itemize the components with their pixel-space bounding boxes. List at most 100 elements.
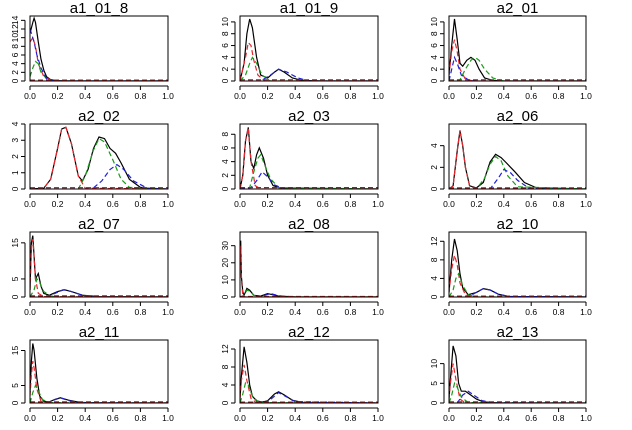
x-tick-label: 0.0	[24, 413, 36, 423]
y-tick-label: 6	[10, 52, 20, 57]
y-tick-label: 6	[220, 145, 230, 150]
x-tick-label: 0.0	[24, 307, 36, 317]
series-group	[30, 235, 168, 297]
y-tick-label: 0	[10, 78, 20, 83]
x-tick-label: 0.0	[443, 307, 455, 317]
density-line-3	[30, 384, 168, 403]
y-tick-label: 20	[220, 258, 230, 268]
panel-title: a2_02	[78, 108, 120, 125]
x-tick-label: 0.8	[553, 199, 565, 209]
density-line-1	[240, 240, 378, 297]
x-tick-label: 0.4	[79, 199, 91, 209]
series-group	[449, 18, 586, 81]
density-line-4	[30, 163, 168, 189]
series-group	[449, 130, 586, 189]
x-tick-label: 1.0	[372, 413, 384, 423]
density-line-1	[240, 346, 378, 403]
x-tick-label: 0.6	[107, 307, 119, 317]
y-tick-label: 2	[10, 70, 20, 75]
x-tick-label: 0.8	[553, 413, 565, 423]
density-line-2	[449, 255, 586, 297]
density-line-3	[30, 137, 168, 189]
y-tick-label: 10	[10, 33, 20, 43]
x-tick-label: 0.2	[52, 307, 64, 317]
y-tick-label: 6	[220, 43, 230, 48]
y-tick-label: 15	[10, 238, 20, 248]
x-tick-label: 0.2	[52, 91, 64, 101]
x-tick-label: 0.8	[344, 91, 356, 101]
density-line-1	[240, 127, 378, 189]
x-tick-label: 0.2	[262, 307, 274, 317]
density-line-2	[240, 41, 378, 81]
y-tick-label: 10	[220, 17, 230, 27]
y-tick-label: 0	[220, 400, 230, 405]
x-tick-label: 1.0	[580, 413, 592, 423]
density-line-1	[449, 130, 586, 189]
density-line-3	[240, 56, 378, 81]
density-line-2	[30, 360, 168, 403]
x-tick-label: 0.2	[262, 413, 274, 423]
density-line-4	[240, 391, 378, 403]
y-tick-label: 0	[10, 186, 20, 191]
y-tick-label: 12	[220, 344, 230, 354]
plot-frame	[29, 123, 169, 190]
series-group	[240, 346, 378, 403]
x-tick-label: 0.4	[498, 91, 510, 101]
y-tick-label: 5	[10, 383, 20, 388]
plot-frame	[239, 123, 379, 190]
x-tick-label: 0.0	[234, 307, 246, 317]
y-tick-label: 0	[10, 294, 20, 299]
panel-title: a2_07	[78, 216, 120, 233]
x-tick-label: 0.8	[344, 199, 356, 209]
density-line-2	[240, 245, 378, 297]
density-line-3	[30, 60, 168, 81]
density-line-1	[30, 16, 168, 81]
x-tick-label: 1.0	[372, 91, 384, 101]
y-tick-label: 6	[429, 43, 439, 48]
density-line-3	[240, 381, 378, 403]
x-tick-label: 0.8	[344, 307, 356, 317]
x-tick-label: 1.0	[372, 307, 384, 317]
panel-title: a2_12	[288, 324, 330, 341]
x-tick-label: 0.8	[134, 199, 146, 209]
y-tick-label: 3	[10, 138, 20, 143]
panel-title: a2_01	[497, 0, 539, 17]
x-tick-label: 0.6	[317, 91, 329, 101]
x-tick-label: 0.4	[289, 307, 301, 317]
density-line-3	[240, 289, 378, 297]
x-tick-label: 0.2	[262, 91, 274, 101]
x-tick-label: 1.0	[372, 199, 384, 209]
panel-title: a2_03	[288, 108, 330, 125]
x-tick-label: 1.0	[580, 199, 592, 209]
x-tick-label: 0.8	[134, 91, 146, 101]
y-tick-label: 8	[220, 364, 230, 369]
x-tick-label: 0.8	[553, 307, 565, 317]
x-tick-label: 0.2	[470, 91, 482, 101]
y-tick-label: 14	[10, 15, 20, 25]
x-tick-label: 0.6	[525, 91, 537, 101]
x-tick-label: 0.6	[317, 413, 329, 423]
y-tick-label: 0	[220, 78, 230, 83]
x-tick-label: 1.0	[580, 91, 592, 101]
panel-a2_13: a2_13 0.0 0.2 0.4 0.6 0.8 1.0 0 5 10	[429, 324, 592, 423]
x-tick-label: 0.2	[52, 413, 64, 423]
plot-frame	[448, 123, 587, 190]
x-tick-label: 0.4	[289, 413, 301, 423]
density-line-2	[449, 363, 586, 403]
y-tick-label: 0	[220, 186, 230, 191]
y-tick-label: 8	[220, 132, 230, 137]
x-tick-label: 1.0	[162, 199, 174, 209]
series-group	[240, 18, 378, 81]
y-tick-label: 0	[10, 400, 20, 405]
y-tick-label: 15	[10, 346, 20, 356]
plot-frame	[239, 231, 379, 298]
density-line-3	[449, 272, 586, 297]
series-group	[449, 345, 586, 403]
y-tick-label: 4	[429, 143, 439, 148]
x-tick-label: 0.2	[470, 199, 482, 209]
x-tick-label: 0.6	[525, 199, 537, 209]
y-tick-label: 0	[429, 186, 439, 191]
y-tick-label: 10	[429, 17, 439, 27]
